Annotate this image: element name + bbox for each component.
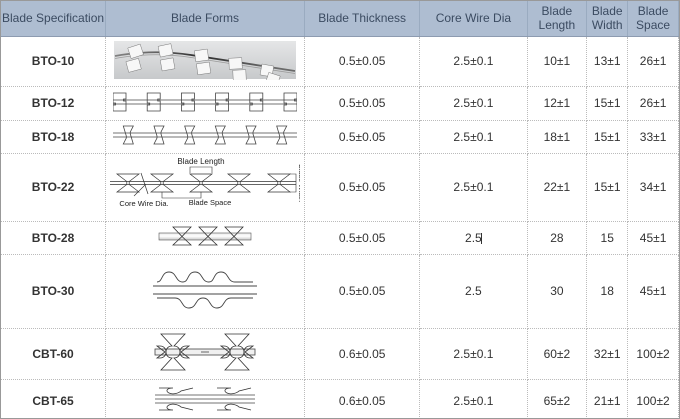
svg-text:Blade Space: Blade Space (189, 198, 232, 207)
svg-text:Blade Width: Blade Width (297, 164, 300, 202)
svg-text:Blade Length: Blade Length (177, 157, 224, 166)
svg-text:Core Wire Dia.: Core Wire Dia. (119, 199, 168, 208)
